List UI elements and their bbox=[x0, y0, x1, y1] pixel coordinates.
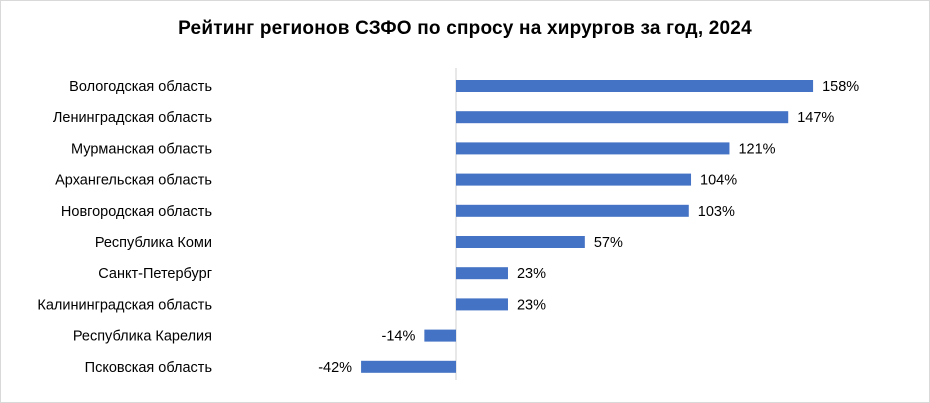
category-label: Псковская область bbox=[85, 360, 212, 376]
category-label: Новгородская область bbox=[61, 204, 212, 220]
value-label: 147% bbox=[797, 110, 834, 126]
bar bbox=[456, 236, 585, 248]
bar bbox=[456, 80, 814, 92]
value-label: 23% bbox=[517, 297, 546, 313]
category-label: Республика Коми bbox=[95, 235, 212, 251]
value-label: -42% bbox=[318, 360, 352, 376]
bar bbox=[456, 298, 508, 311]
value-label: 158% bbox=[822, 79, 859, 95]
category-label: Ленинградская область bbox=[53, 110, 212, 126]
value-label: 57% bbox=[594, 235, 623, 251]
category-label: Мурманская область bbox=[71, 141, 212, 157]
value-label: 23% bbox=[517, 266, 546, 282]
value-label: -14% bbox=[382, 329, 416, 345]
value-label: 103% bbox=[698, 204, 735, 220]
value-label: 121% bbox=[738, 141, 775, 157]
bar bbox=[361, 360, 456, 373]
bar bbox=[456, 204, 689, 217]
bar bbox=[456, 173, 692, 186]
bar bbox=[456, 111, 789, 124]
category-label: Архангельская область bbox=[55, 173, 212, 189]
bar bbox=[424, 329, 456, 342]
value-label: 104% bbox=[700, 173, 737, 189]
bar bbox=[456, 267, 508, 280]
bar bbox=[456, 142, 730, 155]
category-label: Республика Карелия bbox=[73, 329, 212, 345]
category-label: Санкт-Петербург bbox=[98, 266, 212, 282]
category-label: Вологодская область bbox=[69, 79, 212, 95]
category-label: Калининградская область bbox=[37, 297, 212, 313]
chart-title: Рейтинг регионов СЗФО по спросу на хирур… bbox=[178, 18, 752, 39]
